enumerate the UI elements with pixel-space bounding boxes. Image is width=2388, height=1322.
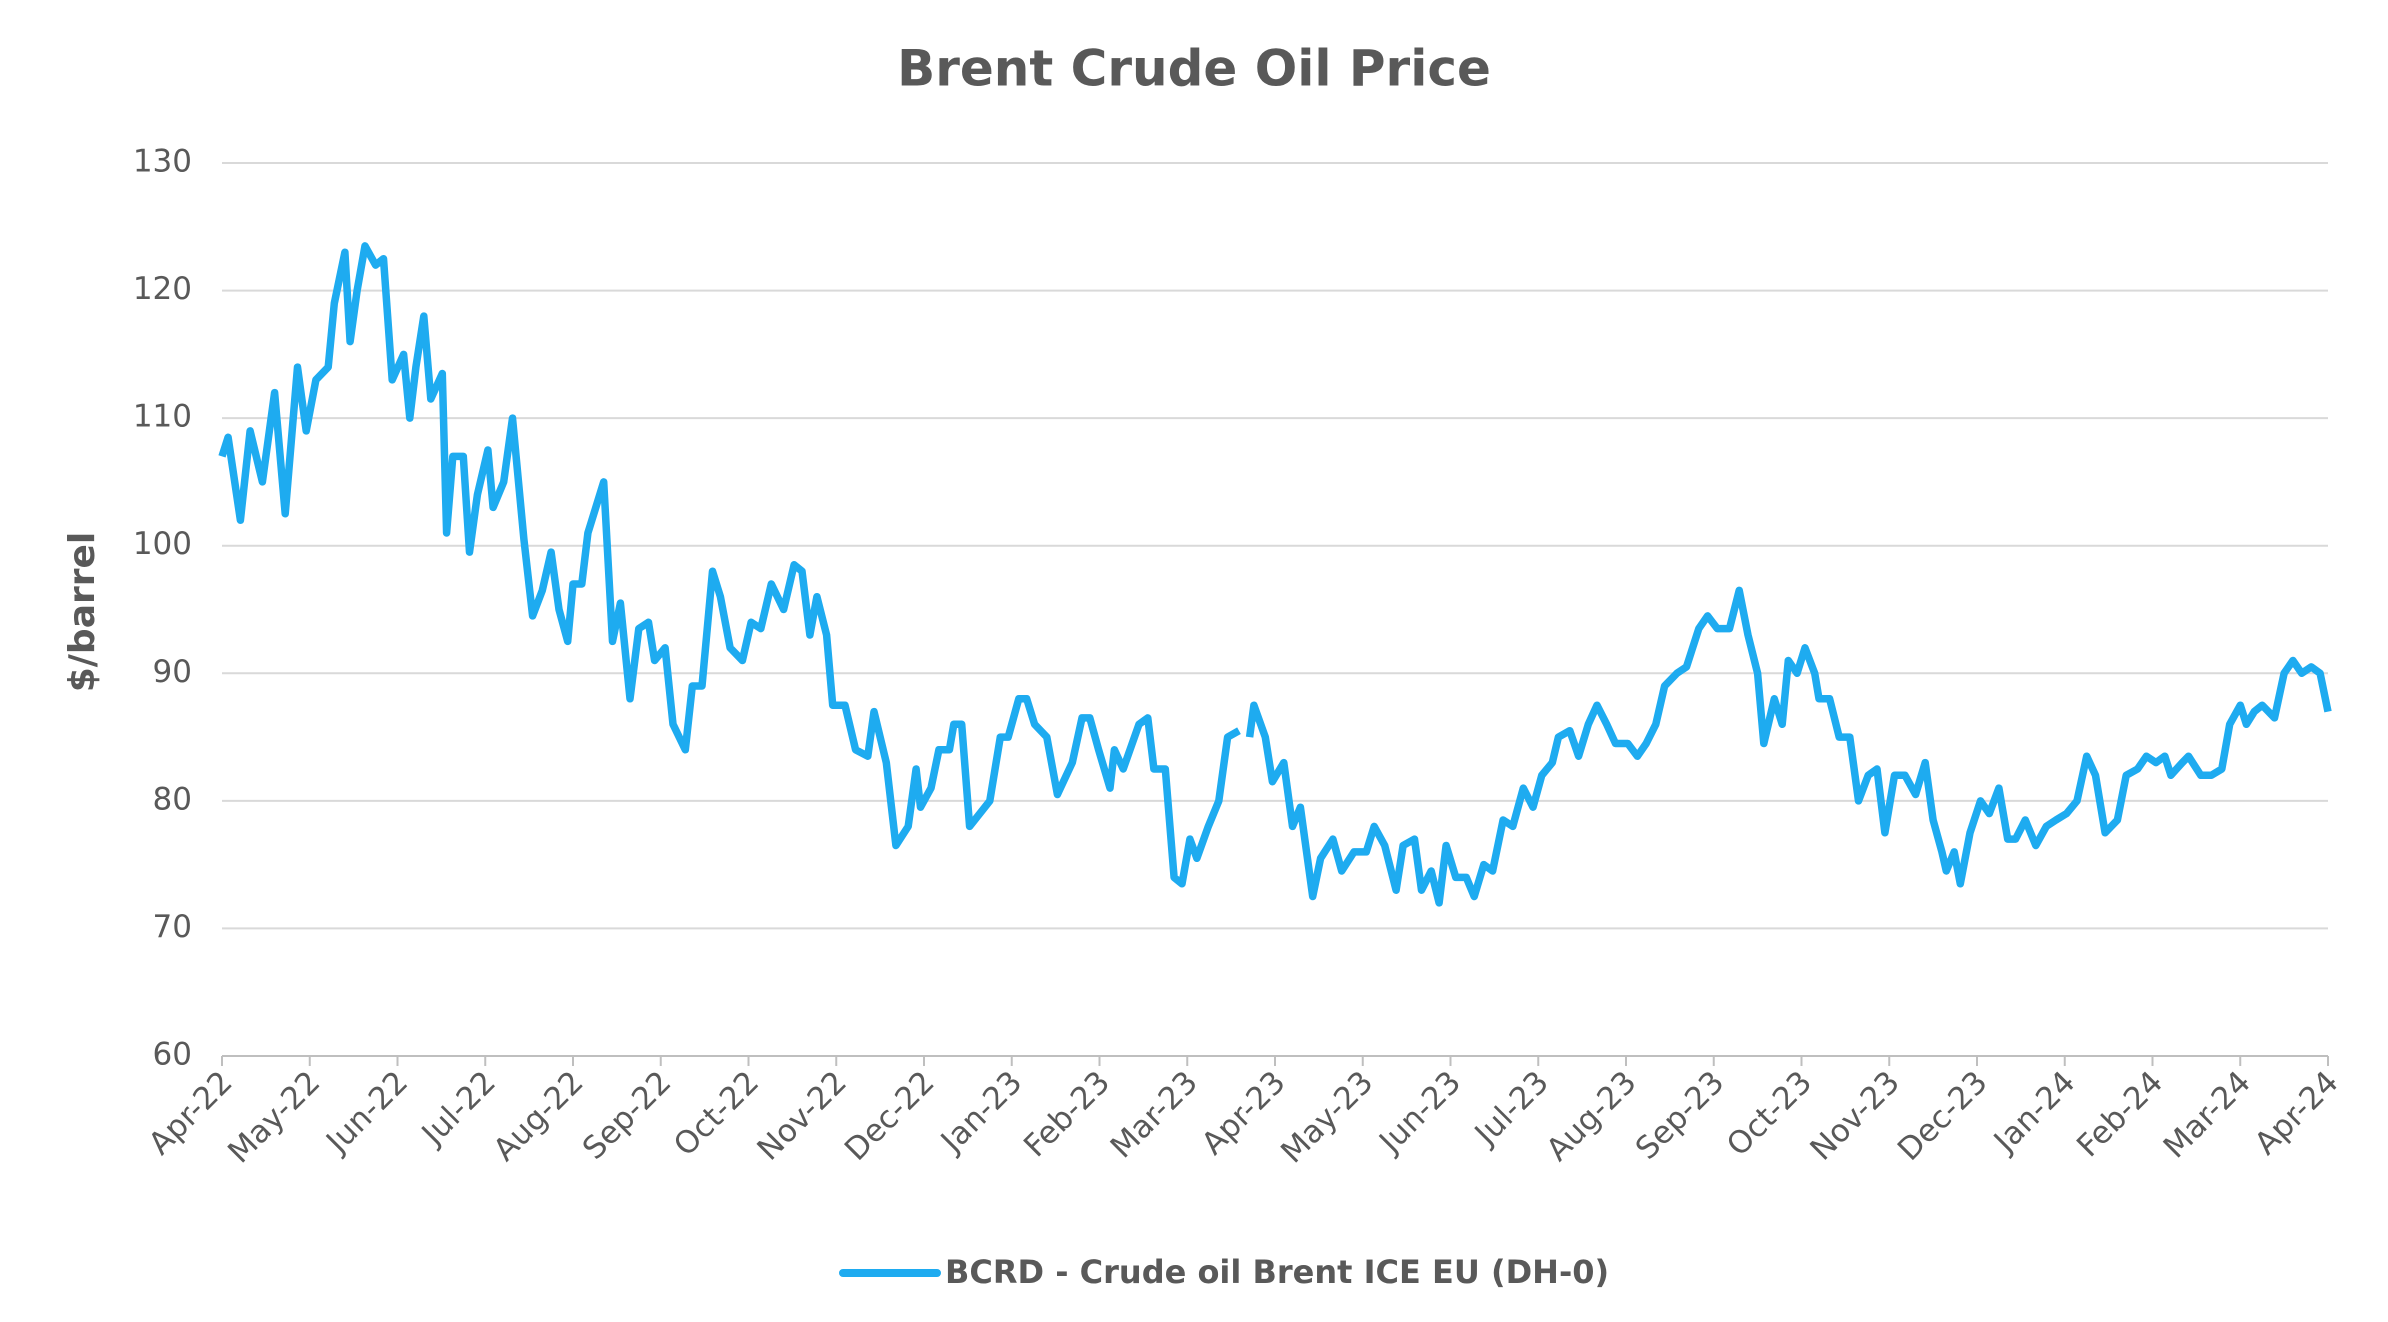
x-tick-label: Sep-23: [1629, 1064, 1732, 1167]
x-tick-label: Dec-22: [838, 1064, 942, 1168]
x-tick-label: Feb-24: [2070, 1064, 2170, 1164]
y-tick-label: 110: [133, 399, 192, 435]
x-tick-label: Jun-22: [318, 1064, 415, 1161]
x-tick-label: Sep-22: [576, 1064, 679, 1167]
y-tick-label: 120: [133, 271, 192, 307]
legend-label: BCRD - Crude oil Brent ICE EU (DH-0): [945, 1253, 1609, 1291]
y-tick-label: 70: [153, 909, 192, 945]
x-tick-label: Nov-23: [1803, 1064, 1906, 1167]
x-tick-label: Mar-23: [1104, 1064, 1205, 1165]
x-tick-label: May-23: [1274, 1064, 1380, 1170]
y-axis-label: $/barrel: [62, 532, 103, 693]
x-tick-label: Aug-22: [487, 1064, 591, 1168]
y-tick-label: 60: [153, 1037, 192, 1073]
y-tick-label: 100: [133, 526, 192, 562]
x-tick-label: Oct-23: [1720, 1064, 1819, 1163]
x-tick-label: Nov-22: [750, 1064, 853, 1167]
x-tick-label: Jan-24: [1986, 1064, 2082, 1160]
x-tick-label: Feb-23: [1017, 1064, 1117, 1164]
x-tick-label: Apr-24: [2248, 1064, 2346, 1162]
x-tick-label: Jun-23: [1371, 1064, 1468, 1161]
data-line: [218, 242, 2332, 907]
x-tick-label: Mar-24: [2157, 1064, 2258, 1165]
y-tick-label: 80: [153, 781, 192, 817]
y-tick-label: 130: [133, 144, 192, 180]
x-tick-label: Aug-23: [1540, 1064, 1644, 1168]
chart-title: Brent Crude Oil Price: [897, 40, 1491, 98]
x-tick-label: Jan-23: [933, 1064, 1029, 1160]
x-tick-label: May-22: [221, 1064, 327, 1170]
y-tick-label: 90: [153, 654, 192, 690]
x-tick-label: Oct-22: [667, 1064, 766, 1163]
x-tick-label: Dec-23: [1891, 1064, 1995, 1168]
